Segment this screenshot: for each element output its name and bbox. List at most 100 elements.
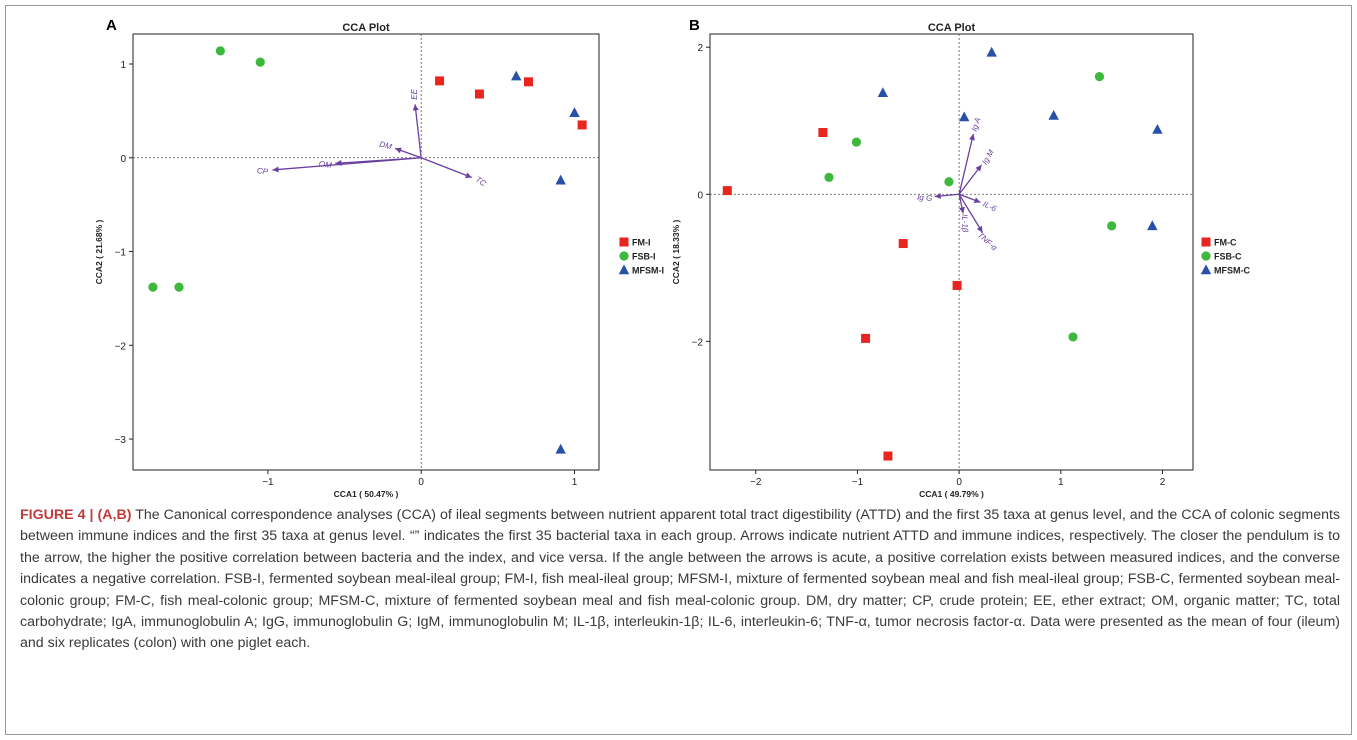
vector-label: DM [378,140,393,152]
data-point [861,333,871,343]
data-point [435,76,445,86]
data-point [883,451,893,461]
vector-label: TNF-α [976,230,999,252]
legend-label: MFSM-I [632,266,664,276]
data-point [952,280,962,290]
vector-arrowhead [412,104,419,111]
panel-label: A [106,17,117,34]
vector-arrowhead [465,172,472,179]
x-tick-label: −1 [852,477,864,488]
data-point [148,282,158,292]
y-tick-label: 1 [120,60,126,71]
y-tick-label: 0 [697,190,703,201]
vector-arrowhead [975,164,982,172]
data-point [944,177,954,187]
vector-label: Ig G [917,193,933,203]
data-point [511,70,522,81]
x-tick-label: 1 [1058,477,1064,488]
data-point [851,137,862,147]
legend-marker [619,237,629,247]
y-tick-label: 0 [120,154,126,165]
panel-label: B [689,17,700,34]
plot-area-frame [132,33,600,471]
legend-marker [618,264,630,275]
cca-figure: A CCA Plot −1 0 1 −3 −2 −1 0 1 CCA1 ( 50.47% ) CCA2… [94,17,1250,499]
vector-label: Ig A [970,116,983,132]
vector-label: OM [318,159,332,170]
data-point [555,174,566,185]
data-point [1048,110,1059,120]
data-point [174,282,184,292]
data-point [986,46,997,57]
legend-label: MFSM-C [1214,266,1250,276]
legend-label: FSB-I [632,252,656,262]
vector-arrowhead [973,197,981,204]
vector-label: CP [256,166,269,177]
plot-area-frame [709,33,1194,471]
data-point [577,120,587,130]
data-point [569,107,580,117]
data-point [1147,220,1158,231]
vector-label: Ig M [980,148,996,166]
vector-arrow [420,157,473,179]
x-axis-label: CCA1 ( 49.79% ) [919,489,984,499]
y-tick-label: −1 [115,248,127,259]
vector-arrow [958,164,983,195]
data-point [555,443,566,454]
vector-arrowhead [272,166,279,173]
data-point [215,46,225,56]
data-point [474,89,484,99]
y-tick-label: −2 [115,341,127,352]
figure-frame [5,5,1352,735]
vector-label: IL-6 [981,199,998,213]
data-point [255,57,265,67]
data-point [824,172,834,182]
legend-label: FM-C [1214,238,1237,248]
legend-marker [619,251,629,261]
y-tick-label: −2 [692,337,704,348]
vector-arrow [414,104,422,158]
caption-text: The Canonical correspondence analyses (C… [20,507,1341,652]
x-tick-label: 2 [1160,477,1166,488]
y-axis-label: CCA2 ( 21.68% ) [94,219,104,284]
legend-marker [1201,251,1211,261]
x-tick-label: −2 [750,477,762,488]
y-tick-label: 2 [697,43,703,54]
data-point [1068,332,1078,342]
plot-title: CCA Plot [342,22,390,34]
data-point [1094,72,1105,82]
legend-label: FSB-C [1214,252,1242,262]
plot-title: CCA Plot [928,22,976,34]
vector-arrowhead [959,206,965,214]
y-tick-label: −3 [115,435,127,446]
x-axis-label: CCA1 ( 50.47% ) [334,489,399,499]
vector-arrow [272,157,422,171]
data-point [1152,123,1163,134]
y-axis-label: CCA2 ( 18.33% ) [671,219,681,284]
vector-arrowhead [976,225,983,233]
caption-label: FIGURE 4 | (A,B) [20,507,132,523]
data-point [1107,221,1117,231]
panel-b: B CCA Plot −2 −1 0 1 2 −2 0 2 CCA1 ( 49.79% ) CCA2 … [671,17,1250,499]
vector-arrowhead [934,192,941,199]
figure-caption: FIGURE 4 | (A,B) The Canonical correspon… [20,505,1340,655]
vector-label: EE [410,88,419,99]
vector-arrowhead [969,133,975,141]
data-point [898,239,908,249]
data-point [877,87,889,98]
data-point [818,128,828,138]
legend-marker [1200,264,1212,275]
x-tick-label: 0 [956,477,962,488]
legend-label: FM-I [632,238,651,248]
data-point [523,77,533,87]
data-point [722,186,732,196]
data-point [959,111,970,122]
legend-marker [1201,237,1211,247]
panel-a: A CCA Plot −1 0 1 −3 −2 −1 0 1 CCA1 ( 50.47% ) CCA2… [94,17,664,499]
vector-arrow [958,193,984,233]
vector-arrowhead [395,147,402,154]
vector-label: TC [474,175,488,189]
x-tick-label: 1 [572,477,578,488]
x-tick-label: 0 [418,477,424,488]
vector-arrow [958,133,974,195]
